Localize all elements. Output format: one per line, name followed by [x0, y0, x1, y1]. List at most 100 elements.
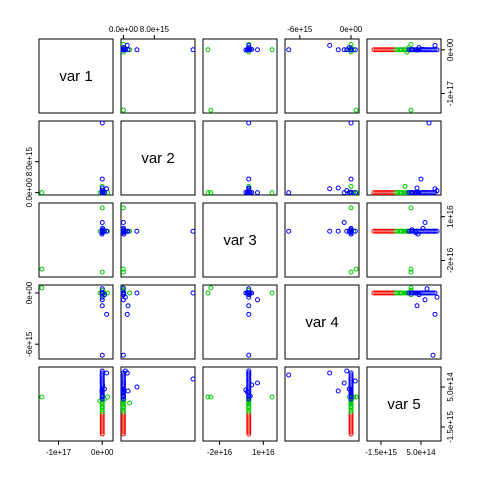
data-point: [346, 386, 352, 392]
data-point: [432, 311, 438, 317]
data-point: [246, 386, 252, 392]
data-point: [99, 380, 105, 386]
tick-label: 8.0e+15: [25, 147, 34, 177]
data-point: [402, 183, 408, 189]
data-point: [125, 303, 131, 309]
panel-frame: [120, 366, 196, 442]
data-point: [432, 290, 438, 296]
data-point: [255, 297, 260, 303]
data-point: [269, 47, 275, 53]
tick-label: 5.0e+14: [406, 448, 436, 457]
data-point: [424, 228, 430, 234]
data-point: [344, 228, 350, 234]
panel-frame: [120, 202, 196, 278]
data-point: [99, 205, 105, 211]
data-point: [99, 378, 105, 384]
data-point: [120, 297, 126, 303]
data-point: [208, 190, 214, 196]
data-point: [208, 394, 214, 400]
tick-label: 0e+00: [25, 281, 34, 304]
panel-frame: [202, 38, 278, 114]
data-point: [426, 290, 432, 296]
data-point: [99, 297, 105, 303]
data-point: [99, 286, 105, 292]
data-point: [190, 47, 196, 53]
tick-label: 1e+16: [446, 205, 455, 228]
data-point: [120, 47, 126, 53]
data-point: [243, 387, 249, 393]
data-point: [104, 370, 110, 376]
data-point: [104, 311, 110, 317]
data-point: [205, 394, 211, 400]
data-point: [348, 376, 354, 382]
panel-frame: [202, 120, 278, 196]
data-point: [39, 190, 45, 196]
data-point: [348, 176, 354, 182]
data-point: [99, 228, 105, 234]
data-point: [327, 42, 333, 48]
data-point: [434, 294, 440, 300]
data-point: [120, 292, 126, 298]
data-point: [134, 47, 140, 53]
data-point: [120, 107, 126, 113]
variable-label: var 3: [223, 232, 256, 249]
data-point: [415, 231, 421, 237]
tick-label: 0.0e+00: [109, 25, 139, 34]
data-point: [120, 352, 126, 358]
data-point: [255, 380, 260, 386]
data-point: [39, 285, 45, 291]
tick-label: 1e+16: [252, 448, 275, 457]
data-point: [424, 286, 430, 292]
data-point: [246, 294, 252, 300]
data-point: [122, 368, 128, 374]
panel-frame: [38, 366, 114, 442]
tick-label: 0.0e+00: [25, 177, 34, 207]
data-point: [434, 188, 440, 194]
data-point: [99, 372, 105, 378]
data-point: [120, 286, 126, 292]
data-point: [269, 290, 275, 296]
data-point: [190, 290, 196, 296]
tick-label: 8.0e+15: [140, 25, 170, 34]
tick-label: -6e+15: [25, 331, 34, 357]
data-point: [352, 47, 358, 53]
panel-frame: [38, 38, 114, 114]
data-point: [348, 269, 354, 275]
data-point: [335, 185, 341, 191]
data-point: [105, 394, 110, 400]
data-point: [255, 190, 260, 196]
data-point: [335, 228, 341, 234]
panel-frame: [366, 38, 442, 114]
tick-label: -1e+17: [446, 80, 455, 106]
tick-label: -2e+16: [446, 247, 455, 273]
data-point: [424, 190, 430, 196]
data-point: [408, 285, 414, 291]
data-point: [346, 228, 352, 234]
data-point: [134, 290, 140, 296]
data-point: [327, 186, 333, 192]
data-point: [120, 205, 126, 211]
tick-label: -1.5e+15: [365, 448, 397, 457]
data-point: [432, 228, 438, 234]
tick-label: 5.0e+14: [446, 372, 455, 402]
data-point: [420, 290, 426, 296]
data-point: [120, 389, 126, 395]
panel-frame: [38, 120, 114, 196]
panel-frame: [284, 284, 360, 360]
data-point: [286, 228, 292, 234]
data-point: [246, 286, 252, 292]
panel-frame: [38, 284, 114, 360]
data-point: [101, 190, 107, 196]
data-point: [120, 378, 126, 384]
tick-label: -1e+17: [46, 448, 72, 457]
data-point: [286, 372, 292, 378]
data-point: [327, 228, 333, 234]
tick-label: 0e+00: [340, 25, 363, 34]
data-point: [426, 120, 432, 126]
data-point: [348, 120, 354, 126]
data-point: [101, 386, 107, 392]
data-point: [348, 370, 354, 376]
data-point: [344, 368, 350, 374]
data-point: [99, 287, 105, 293]
tick-label: 0e+00: [446, 38, 455, 61]
